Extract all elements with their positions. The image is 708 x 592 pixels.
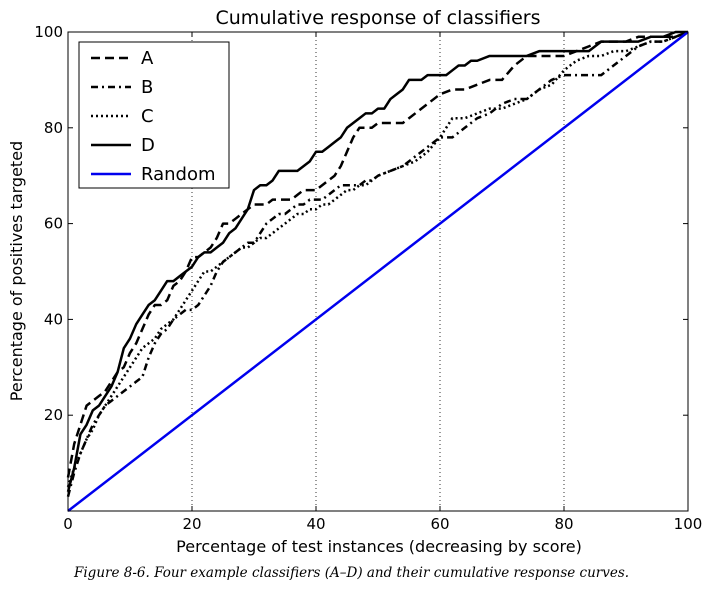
chart-figure: 0 20 40 60 80 100 20 40 60 80 100 Cumulative respo… xyxy=(7,7,703,556)
x-tick-label-40: 40 xyxy=(306,515,325,533)
x-tick-label-80: 80 xyxy=(554,515,573,533)
x-tick-label-0: 0 xyxy=(63,515,73,533)
axis-ticks: 0 20 40 60 80 100 20 40 60 80 100 xyxy=(34,23,702,533)
legend-label-a: A xyxy=(141,48,154,69)
x-tick-label-20: 20 xyxy=(182,515,201,533)
legend-label-random: Random xyxy=(141,164,216,185)
legend-label-d: D xyxy=(141,135,155,156)
y-tick-label-20: 20 xyxy=(44,406,63,424)
series-line-a xyxy=(66,30,689,478)
x-tick-label-100: 100 xyxy=(674,515,703,533)
y-tick-label-40: 40 xyxy=(44,310,63,328)
y-tick-label-60: 60 xyxy=(44,215,63,233)
plot-frame xyxy=(67,31,689,512)
legend-box xyxy=(78,41,230,189)
y-axis-label: Percentage of positives targeted xyxy=(7,141,26,401)
y-tick-label-100: 100 xyxy=(34,23,63,41)
x-tick-label-60: 60 xyxy=(430,515,449,533)
legend-label-b: B xyxy=(141,77,153,98)
series-line-random xyxy=(67,31,689,512)
chart-title: Cumulative response of classifiers xyxy=(216,7,541,29)
series-layer xyxy=(66,30,689,512)
x-axis-label: Percentage of test instances (decreasing… xyxy=(176,537,582,556)
legend-label-c: C xyxy=(141,106,154,127)
figure-caption: Figure 8-6. Four example classifiers (A–… xyxy=(74,565,630,581)
y-tick-label-80: 80 xyxy=(44,119,63,137)
series-line-b xyxy=(66,30,689,497)
series-line-d xyxy=(66,30,688,493)
